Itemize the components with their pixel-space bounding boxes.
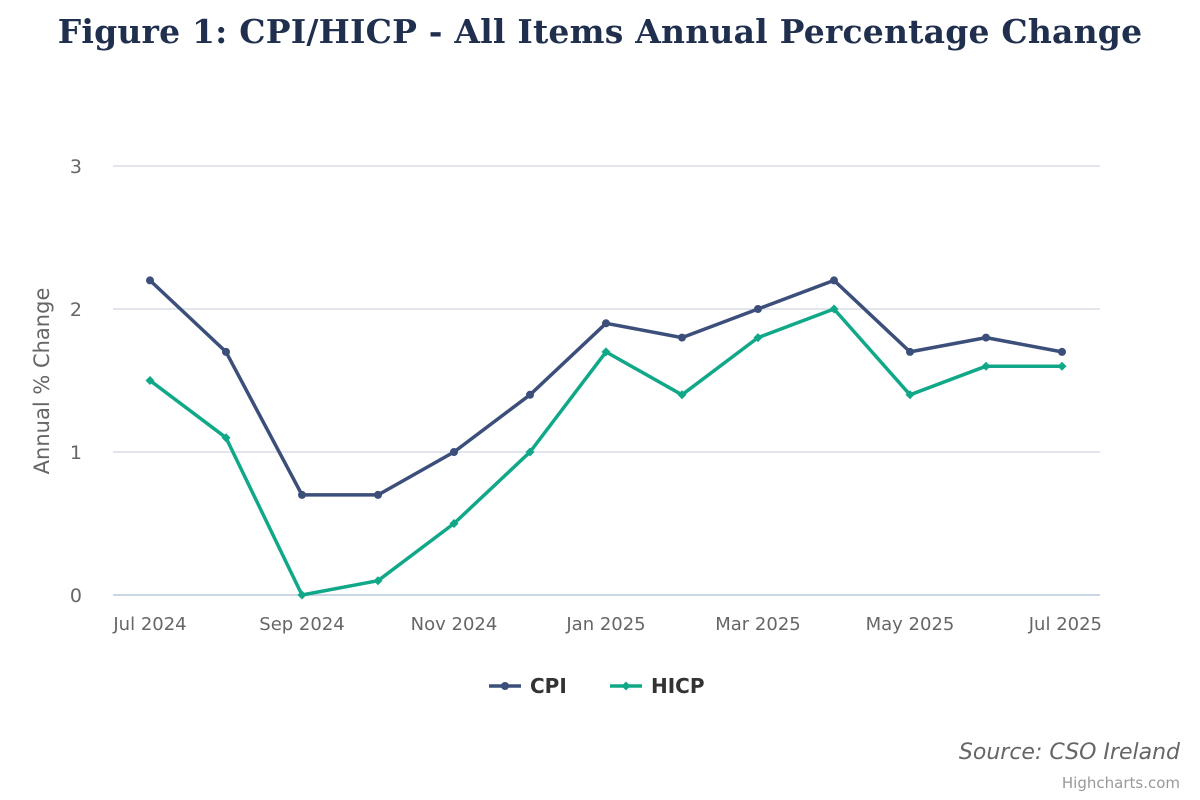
data-point-cpi[interactable] — [146, 276, 154, 285]
legend-item-cpi[interactable]: CPI — [489, 674, 567, 698]
x-tick-label: Jul 2024 — [112, 614, 186, 635]
data-point-hicp[interactable] — [601, 347, 611, 357]
legend-item-hicp[interactable]: HICP — [610, 674, 705, 698]
legend-marker — [501, 682, 509, 690]
data-point-cpi[interactable] — [526, 390, 534, 399]
data-point-cpi[interactable] — [678, 333, 686, 342]
y-tick-label: 3 — [70, 156, 82, 178]
series-cpi[interactable] — [146, 276, 1066, 499]
y-axis-ticks: 0 1 2 3 — [70, 156, 82, 607]
data-point-cpi[interactable] — [374, 490, 382, 499]
legend: CPI HICP — [489, 674, 705, 698]
data-point-cpi[interactable] — [298, 490, 306, 499]
legend-label: CPI — [530, 674, 567, 698]
data-point-hicp[interactable] — [449, 519, 459, 528]
data-point-cpi[interactable] — [602, 319, 610, 328]
x-tick-label: Jan 2025 — [565, 614, 645, 635]
data-point-hicp[interactable] — [525, 447, 535, 457]
data-point-hicp[interactable] — [373, 576, 383, 586]
data-point-hicp[interactable] — [677, 390, 687, 400]
data-point-hicp[interactable] — [829, 304, 839, 314]
data-point-cpi[interactable] — [754, 305, 762, 313]
x-tick-label: Sep 2024 — [259, 614, 344, 635]
data-point-hicp[interactable] — [1057, 361, 1067, 371]
chart-title: Figure 1: CPI/HICP - All Items Annual Pe… — [57, 12, 1143, 51]
data-point-hicp[interactable] — [981, 361, 991, 371]
series-hicp[interactable] — [145, 304, 1067, 600]
data-point-cpi[interactable] — [450, 448, 458, 456]
data-point-cpi[interactable] — [906, 347, 914, 356]
y-tick-label: 0 — [70, 585, 82, 607]
data-point-cpi[interactable] — [222, 347, 230, 356]
x-tick-label: Nov 2024 — [411, 614, 498, 635]
source-note: Source: CSO Ireland — [958, 740, 1180, 765]
legend-label: HICP — [651, 674, 705, 698]
data-point-cpi[interactable] — [1058, 347, 1066, 356]
data-point-hicp[interactable] — [905, 390, 915, 400]
series-lines — [145, 276, 1067, 600]
data-point-hicp[interactable] — [221, 433, 231, 443]
data-point-cpi[interactable] — [830, 276, 838, 285]
y-tick-label: 1 — [70, 442, 82, 464]
x-tick-label: May 2025 — [866, 614, 955, 635]
x-axis-ticks: Jul 2024 Sep 2024 Nov 2024 Jan 2025 Mar 2025… — [112, 614, 1102, 635]
data-point-cpi[interactable] — [982, 333, 990, 342]
y-axis-title: Annual % Change — [30, 288, 54, 475]
x-tick-label: Jul 2025 — [1028, 614, 1102, 635]
credits-link[interactable]: Highcharts.com — [1061, 774, 1180, 792]
data-point-hicp[interactable] — [753, 333, 763, 343]
legend-marker — [621, 681, 631, 691]
data-point-hicp[interactable] — [145, 376, 155, 385]
data-point-hicp[interactable] — [297, 590, 307, 600]
y-tick-label: 2 — [70, 299, 82, 321]
x-tick-label: Mar 2025 — [715, 614, 801, 635]
